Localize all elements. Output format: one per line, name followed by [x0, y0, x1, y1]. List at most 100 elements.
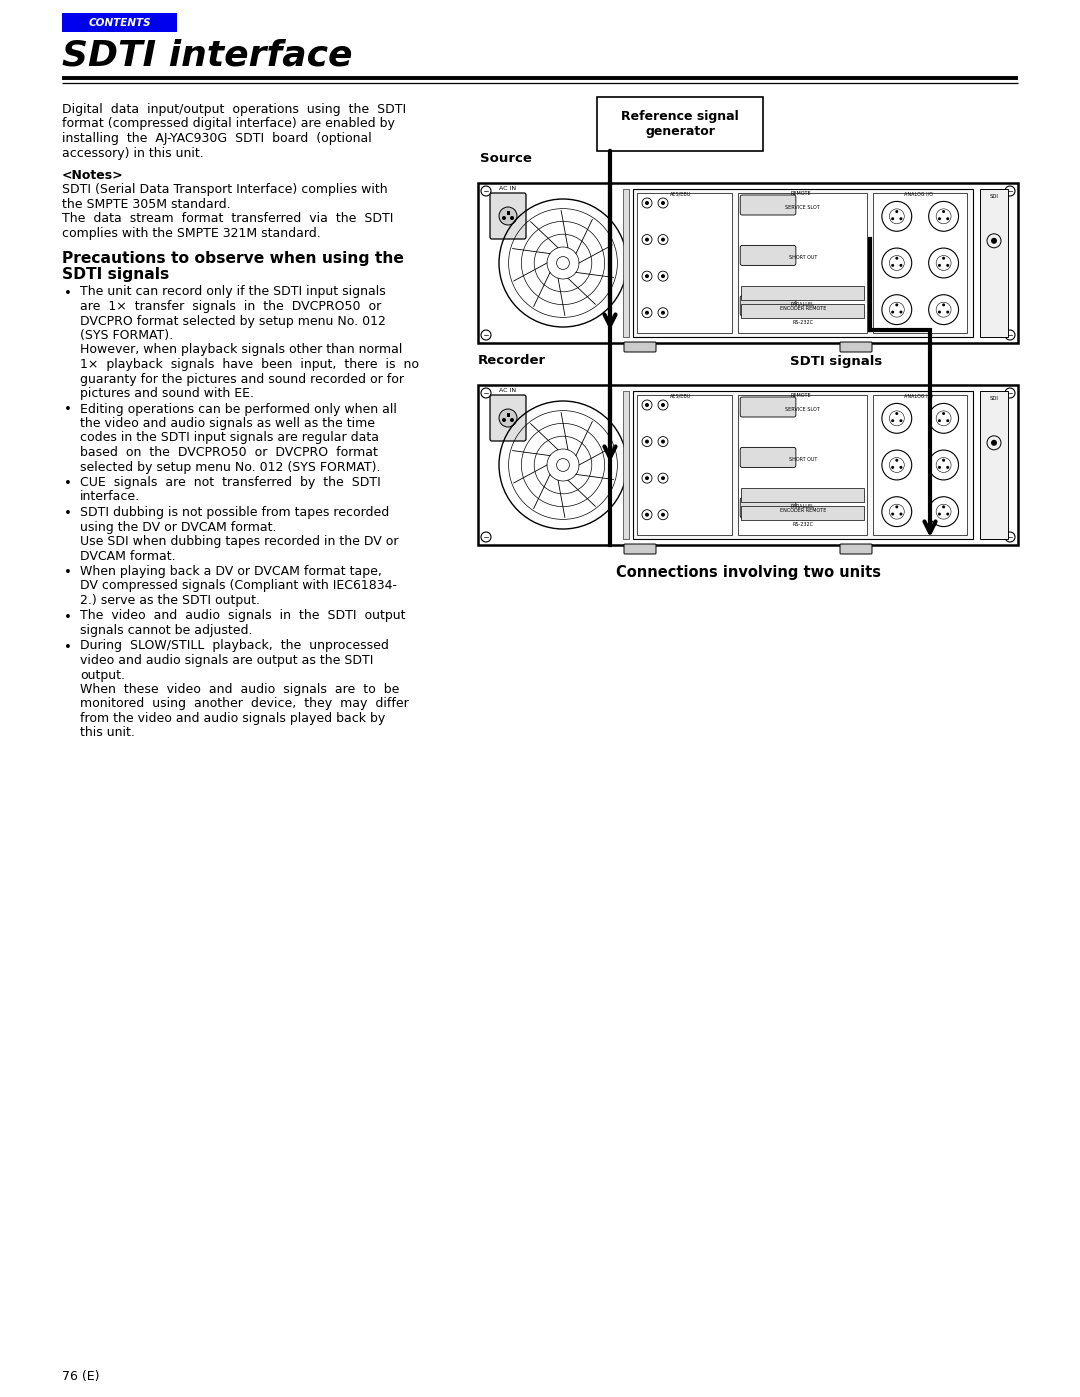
Text: AC IN: AC IN: [499, 388, 516, 393]
Circle shape: [937, 217, 941, 221]
Text: •: •: [64, 404, 72, 416]
Text: The unit can record only if the SDTI input signals: The unit can record only if the SDTI inp…: [80, 285, 386, 299]
Circle shape: [900, 217, 903, 221]
Text: PARALLEL: PARALLEL: [791, 504, 814, 510]
Text: Use SDI when dubbing tapes recorded in the DV or: Use SDI when dubbing tapes recorded in t…: [80, 535, 399, 548]
Circle shape: [937, 465, 941, 469]
Text: •: •: [64, 640, 72, 654]
Text: REMOTE: REMOTE: [791, 191, 811, 196]
Text: The  data  stream  format  transferred  via  the  SDTI: The data stream format transferred via t…: [62, 212, 393, 225]
Text: •: •: [64, 507, 72, 520]
Circle shape: [900, 419, 903, 422]
FancyBboxPatch shape: [633, 189, 973, 337]
Circle shape: [1005, 532, 1015, 542]
Circle shape: [661, 440, 665, 444]
FancyBboxPatch shape: [624, 543, 656, 555]
Circle shape: [502, 418, 507, 422]
Circle shape: [900, 264, 903, 267]
Circle shape: [645, 513, 649, 517]
Circle shape: [942, 210, 945, 214]
Circle shape: [895, 303, 899, 306]
Text: are  1×  transfer  signals  in  the  DVCPRO50  or: are 1× transfer signals in the DVCPRO50 …: [80, 300, 381, 313]
Circle shape: [942, 257, 945, 260]
Text: When playing back a DV or DVCAM format tape,: When playing back a DV or DVCAM format t…: [80, 564, 382, 578]
Text: ANALOG I/O: ANALOG I/O: [904, 393, 933, 398]
FancyBboxPatch shape: [840, 543, 872, 555]
Text: RS-232C: RS-232C: [793, 522, 813, 528]
FancyBboxPatch shape: [740, 296, 796, 316]
Text: codes in the SDTI input signals are regular data: codes in the SDTI input signals are regu…: [80, 432, 379, 444]
Circle shape: [895, 257, 899, 260]
Text: SDTI signals: SDTI signals: [62, 267, 170, 282]
Text: the video and audio signals as well as the time: the video and audio signals as well as t…: [80, 416, 375, 430]
Circle shape: [942, 458, 945, 462]
Circle shape: [1005, 186, 1015, 196]
Text: SDTI dubbing is not possible from tapes recorded: SDTI dubbing is not possible from tapes …: [80, 506, 389, 520]
Circle shape: [499, 409, 517, 427]
FancyBboxPatch shape: [490, 395, 526, 441]
FancyBboxPatch shape: [633, 391, 973, 539]
Circle shape: [900, 465, 903, 469]
FancyBboxPatch shape: [740, 196, 796, 215]
FancyBboxPatch shape: [623, 391, 629, 539]
FancyBboxPatch shape: [507, 211, 510, 215]
FancyBboxPatch shape: [741, 305, 864, 319]
FancyBboxPatch shape: [507, 414, 510, 416]
FancyBboxPatch shape: [62, 13, 177, 32]
FancyBboxPatch shape: [637, 395, 732, 535]
FancyBboxPatch shape: [739, 193, 867, 332]
Circle shape: [645, 274, 649, 278]
FancyBboxPatch shape: [840, 342, 872, 352]
Text: •: •: [64, 476, 72, 490]
Text: DVCAM format.: DVCAM format.: [80, 549, 176, 563]
Text: Recorder: Recorder: [478, 353, 546, 367]
Text: Source: Source: [480, 152, 531, 165]
Text: Digital  data  input/output  operations  using  the  SDTI: Digital data input/output operations usi…: [62, 103, 406, 116]
Text: When  these  video  and  audio  signals  are  to  be: When these video and audio signals are t…: [80, 683, 400, 696]
Circle shape: [891, 513, 894, 515]
Text: SERVICE SLOT: SERVICE SLOT: [785, 407, 820, 412]
Circle shape: [895, 506, 899, 509]
Circle shape: [502, 217, 507, 219]
Circle shape: [481, 186, 491, 196]
Circle shape: [937, 513, 941, 515]
Circle shape: [895, 412, 899, 415]
Text: SHORT OUT: SHORT OUT: [788, 457, 816, 462]
Circle shape: [946, 264, 949, 267]
Text: However, when playback signals other than normal: However, when playback signals other tha…: [80, 344, 403, 356]
Text: this unit.: this unit.: [80, 726, 135, 739]
Text: guaranty for the pictures and sound recorded or for: guaranty for the pictures and sound reco…: [80, 373, 404, 386]
Circle shape: [661, 201, 665, 205]
Text: selected by setup menu No. 012 (SYS FORMAT).: selected by setup menu No. 012 (SYS FORM…: [80, 461, 380, 474]
Text: accessory) in this unit.: accessory) in this unit.: [62, 147, 204, 159]
Text: SDTI (Serial Data Transport Interface) complies with: SDTI (Serial Data Transport Interface) c…: [62, 183, 388, 197]
Text: Precautions to observe when using the: Precautions to observe when using the: [62, 251, 404, 267]
Text: using the DV or DVCAM format.: using the DV or DVCAM format.: [80, 521, 276, 534]
Text: SDI: SDI: [989, 194, 998, 198]
Circle shape: [661, 402, 665, 407]
Circle shape: [942, 303, 945, 306]
Circle shape: [937, 419, 941, 422]
Text: Connections involving two units: Connections involving two units: [616, 564, 880, 580]
FancyBboxPatch shape: [740, 447, 796, 468]
Circle shape: [891, 465, 894, 469]
Text: PARALLEL: PARALLEL: [791, 303, 814, 307]
FancyBboxPatch shape: [740, 397, 796, 416]
Text: complies with the SMPTE 321M standard.: complies with the SMPTE 321M standard.: [62, 226, 321, 240]
Circle shape: [891, 264, 894, 267]
Circle shape: [891, 310, 894, 313]
Text: ENCODER REMOTE: ENCODER REMOTE: [780, 507, 826, 513]
Text: interface.: interface.: [80, 490, 140, 503]
Text: signals cannot be adjusted.: signals cannot be adjusted.: [80, 624, 253, 637]
Circle shape: [991, 237, 997, 244]
Circle shape: [645, 201, 649, 205]
Circle shape: [645, 310, 649, 314]
Text: DV compressed signals (Compliant with IEC61834-: DV compressed signals (Compliant with IE…: [80, 580, 397, 592]
Circle shape: [991, 440, 997, 446]
Circle shape: [946, 513, 949, 515]
Text: 2.) serve as the SDTI output.: 2.) serve as the SDTI output.: [80, 594, 260, 608]
Circle shape: [900, 513, 903, 515]
Text: SDI: SDI: [989, 395, 998, 401]
Circle shape: [481, 388, 491, 398]
FancyBboxPatch shape: [741, 286, 864, 300]
